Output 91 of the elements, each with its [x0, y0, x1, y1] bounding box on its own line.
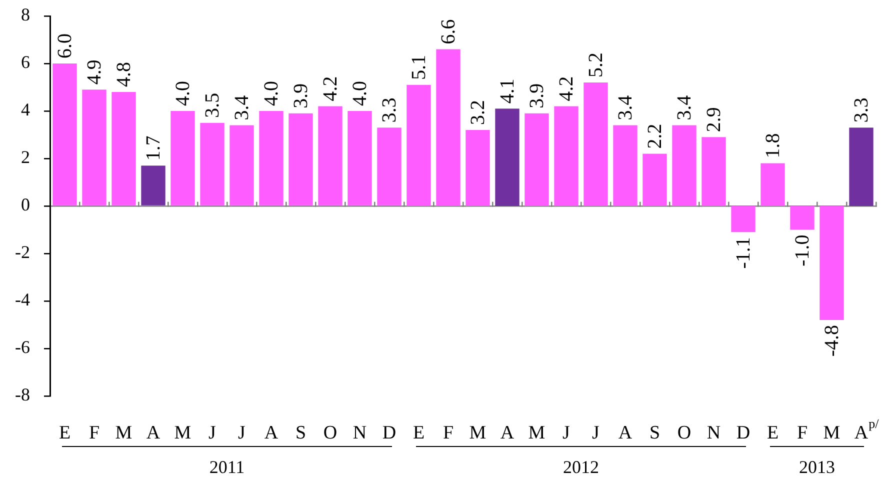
data-label: 3.4	[614, 95, 636, 120]
bar	[141, 166, 166, 206]
x-axis-title: 2013	[799, 456, 835, 477]
x-tick-label: E	[58, 422, 71, 444]
x-tick-label: A	[500, 422, 514, 444]
data-label: 3.3	[850, 98, 872, 123]
x-tick-label: E	[766, 422, 779, 444]
bar	[584, 82, 608, 206]
bar	[524, 113, 549, 206]
x-tick-label: D	[736, 422, 750, 444]
data-label: 1.8	[762, 133, 784, 158]
y-tick-label: 2	[21, 147, 30, 168]
x-tick-label: O	[677, 422, 692, 444]
bar	[702, 137, 726, 206]
bar	[436, 49, 460, 206]
data-label: 4.9	[84, 60, 106, 85]
data-label: 3.3	[378, 98, 400, 123]
x-tick-label: A	[264, 422, 278, 444]
x-tick-label: F	[796, 422, 808, 444]
data-label: 4.1	[496, 78, 518, 104]
y-tick-label: 6	[21, 52, 30, 72]
data-label: 1.7	[142, 136, 164, 161]
data-label: 3.9	[290, 83, 312, 108]
data-label: 4.0	[260, 81, 282, 106]
bar	[406, 84, 431, 206]
data-label: 5.2	[585, 52, 607, 78]
bar	[52, 64, 77, 206]
x-tick-label: S	[295, 422, 306, 444]
bar	[170, 111, 195, 206]
data-label: 4.8	[113, 62, 135, 87]
y-tick-label: 8	[21, 4, 30, 25]
x-tick-label: O	[323, 422, 338, 444]
data-label: 5.1	[408, 54, 430, 80]
bar	[613, 125, 638, 206]
data-label: -1.0	[792, 234, 814, 266]
x-tick-label: N	[352, 422, 367, 444]
x-tick-label: S	[649, 422, 660, 444]
data-label: -1.1	[732, 237, 754, 269]
data-label: -4.8	[821, 325, 843, 357]
bar	[288, 113, 313, 206]
bar	[259, 111, 284, 206]
x-tick-label: D	[382, 422, 396, 444]
y-tick-label: 4	[21, 100, 30, 120]
data-label: 3.4	[674, 95, 696, 120]
x-tick-label: M	[528, 422, 546, 444]
x-tick-label: A	[618, 422, 632, 444]
data-label: 4.2	[320, 76, 342, 102]
x-tick-label: J	[592, 422, 600, 444]
bar	[230, 125, 254, 206]
y-tick-label: -2	[15, 242, 30, 262]
y-tick-label: -4	[15, 290, 30, 310]
y-tick-label: -8	[15, 384, 30, 405]
x-tick-label: J	[238, 422, 246, 444]
x-tick-label: J	[562, 422, 570, 444]
bar	[672, 125, 696, 206]
bar	[554, 106, 578, 206]
bar	[377, 128, 402, 206]
data-label: 3.5	[202, 92, 224, 118]
data-label: 4.0	[172, 81, 194, 106]
x-tick-label: F	[88, 422, 100, 444]
data-label: 6.0	[54, 34, 76, 58]
x-axis-title: 2012	[563, 456, 599, 477]
x-tick-label: N	[706, 422, 721, 444]
bar	[495, 108, 520, 206]
x-tick-label: M	[823, 422, 840, 444]
x-tick-label: E	[412, 422, 425, 444]
bar	[112, 92, 136, 206]
data-label: 3.4	[231, 95, 253, 120]
x-tick-label: A	[146, 422, 160, 444]
bar	[466, 130, 490, 206]
x-axis-title: 2011	[209, 456, 245, 477]
data-label: 2.2	[644, 124, 666, 149]
x-tick-label: M	[469, 422, 486, 444]
y-tick-label: -6	[15, 337, 30, 358]
x-tick-label: J	[208, 422, 216, 444]
data-label: 3.9	[526, 83, 548, 108]
bar	[318, 106, 342, 206]
data-label: 3.2	[467, 100, 489, 125]
x-tick-label: M	[115, 422, 132, 444]
bar	[642, 154, 667, 206]
bar	[348, 111, 372, 206]
data-label: 4.2	[556, 76, 578, 102]
data-label: 2.9	[703, 107, 725, 132]
bar	[82, 90, 106, 206]
data-label: 6.6	[438, 19, 460, 44]
bar	[731, 206, 756, 232]
data-label: 4.0	[349, 81, 371, 106]
x-tick-label: F	[442, 422, 454, 444]
x-tick-label: M	[174, 422, 192, 444]
bar	[200, 122, 224, 206]
y-tick-label: 0	[21, 194, 30, 215]
